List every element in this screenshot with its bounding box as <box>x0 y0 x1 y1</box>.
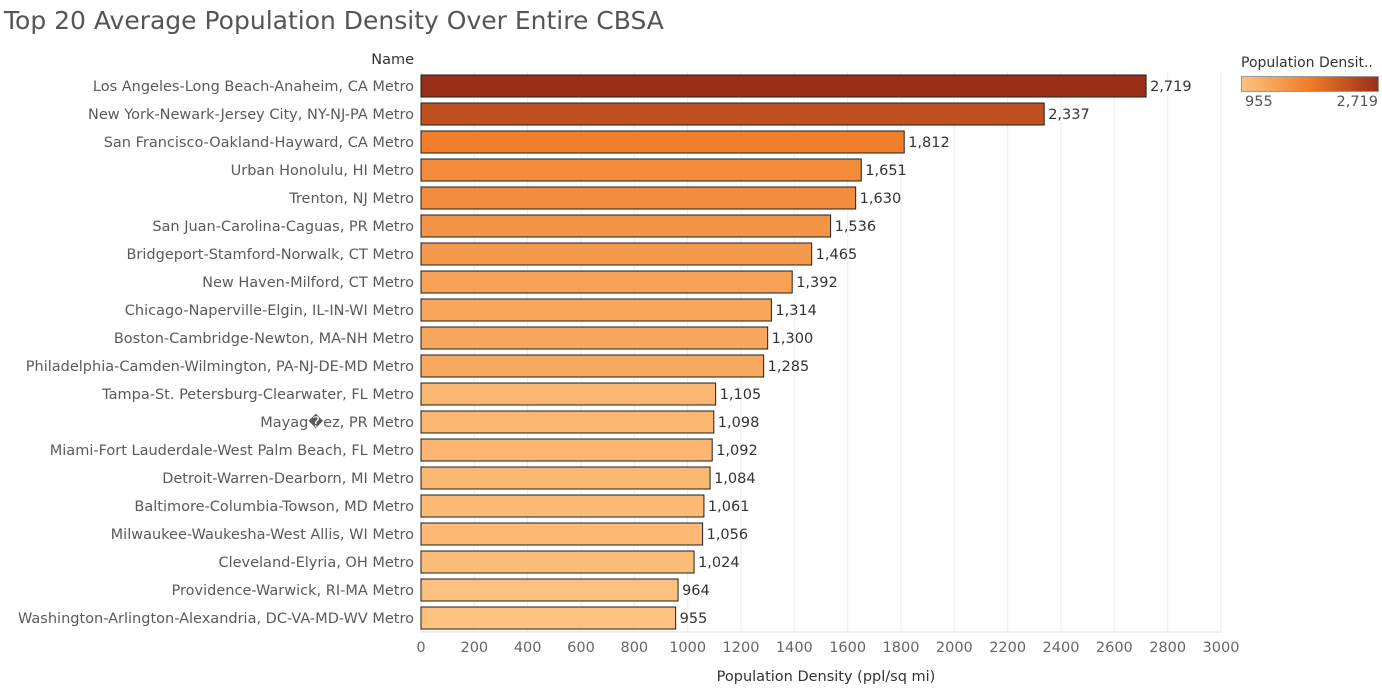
category-label: San Juan-Carolina-Caguas, PR Metro <box>152 219 414 235</box>
x-tick-label: 3000 <box>1203 640 1240 656</box>
bar <box>420 494 705 518</box>
value-label: 1,061 <box>708 499 750 515</box>
value-label: 1,300 <box>772 331 814 347</box>
legend-range: 955 2,719 <box>1241 94 1379 112</box>
legend-min-label: 955 <box>1245 94 1273 110</box>
value-label: 1,314 <box>775 303 817 319</box>
value-label: 1,105 <box>720 387 762 403</box>
category-label: Mayag�ez, PR Metro <box>260 413 414 431</box>
color-legend[interactable]: Population Densit.. 955 2,719 <box>1241 55 1379 112</box>
bar <box>420 242 813 266</box>
category-label: Boston-Cambridge-Newton, MA-NH Metro <box>114 331 414 347</box>
bar <box>420 438 713 462</box>
x-axis-title: Population Density (ppl/sq mi) <box>717 669 936 685</box>
value-label: 1,465 <box>816 247 858 263</box>
category-label: New Haven-Milford, CT Metro <box>202 275 414 291</box>
category-label: Bridgeport-Stamford-Norwalk, CT Metro <box>126 247 414 263</box>
category-label: Baltimore-Columbia-Towson, MD Metro <box>134 499 414 515</box>
legend-title: Population Densit.. <box>1241 55 1373 71</box>
x-tick-label: 200 <box>460 640 488 656</box>
bar <box>420 74 1147 98</box>
bar <box>420 326 769 350</box>
bar <box>420 214 832 238</box>
bar <box>420 550 695 574</box>
value-label: 1,056 <box>707 527 749 543</box>
x-tick-label: 1000 <box>669 640 706 656</box>
bar <box>420 186 857 210</box>
bar <box>420 158 862 182</box>
category-label: Washington-Arlington-Alexandria, DC-VA-M… <box>18 611 414 627</box>
x-axis-ticks: 0 200 400 600 800 1000 1200 1400 1600 1800 2000 220… <box>416 640 1239 656</box>
bar <box>420 606 677 630</box>
x-tick-label: 2400 <box>1043 640 1080 656</box>
bar <box>420 410 715 434</box>
value-label: 955 <box>680 611 708 627</box>
category-label: Philadelphia-Camden-Wilmington, PA-NJ-DE… <box>26 359 414 375</box>
x-tick-label: 1200 <box>723 640 760 656</box>
category-label: Providence-Warwick, RI-MA Metro <box>172 583 415 599</box>
legend-max-label: 2,719 <box>1336 94 1378 110</box>
category-label: Urban Honolulu, HI Metro <box>231 163 415 179</box>
x-tick-label: 1600 <box>829 640 866 656</box>
category-label: Miami-Fort Lauderdale-West Palm Beach, F… <box>50 443 414 459</box>
x-tick-label: 2200 <box>989 640 1026 656</box>
bar <box>420 270 793 294</box>
value-label: 1,536 <box>835 219 877 235</box>
value-label: 2,337 <box>1048 107 1090 123</box>
category-label: Los Angeles-Long Beach-Anaheim, CA Metro <box>93 79 414 95</box>
x-tick-label: 2800 <box>1149 640 1186 656</box>
category-label: Chicago-Naperville-Elgin, IL-IN-WI Metro <box>125 303 414 319</box>
chart-title: Top 20 Average Population Density Over E… <box>4 6 664 35</box>
bar <box>420 578 679 602</box>
x-tick-label: 800 <box>620 640 648 656</box>
bar <box>420 466 711 490</box>
x-tick-label: 2000 <box>936 640 973 656</box>
value-label: 964 <box>682 583 710 599</box>
value-label: 1,285 <box>768 359 810 375</box>
value-label: 1,098 <box>718 415 760 431</box>
value-label: 1,630 <box>860 191 902 207</box>
category-label: Detroit-Warren-Dearborn, MI Metro <box>162 471 414 487</box>
value-label: 1,392 <box>796 275 838 291</box>
value-label: 1,651 <box>865 163 907 179</box>
category-label: Cleveland-Elyria, OH Metro <box>218 555 414 571</box>
bars <box>420 74 1147 630</box>
value-label: 2,719 <box>1150 79 1192 95</box>
bar <box>420 382 717 406</box>
x-tick-label: 2600 <box>1096 640 1133 656</box>
bar <box>420 354 765 378</box>
value-label: 1,084 <box>714 471 756 487</box>
x-tick-label: 1400 <box>776 640 813 656</box>
value-label: 1,812 <box>908 135 950 151</box>
x-tick-label: 0 <box>416 640 425 656</box>
value-label: 1,024 <box>698 555 740 571</box>
bar <box>420 298 772 322</box>
category-label: Trenton, NJ Metro <box>288 191 414 207</box>
x-tick-label: 1800 <box>883 640 920 656</box>
x-tick-label: 600 <box>567 640 595 656</box>
category-label: Milwaukee-Waukesha-West Allis, WI Metro <box>111 527 414 543</box>
gridlines <box>420 72 1222 633</box>
bar <box>420 102 1045 126</box>
category-labels: Los Angeles-Long Beach-Anaheim, CA Metro… <box>18 79 414 627</box>
category-label: San Francisco-Oakland-Hayward, CA Metro <box>104 135 414 151</box>
bar <box>420 130 905 154</box>
x-tick-label: 400 <box>514 640 542 656</box>
row-header: Name <box>371 52 414 68</box>
value-label: 1,092 <box>716 443 758 459</box>
bar <box>420 522 704 546</box>
category-label: Tampa-St. Petersburg-Clearwater, FL Metr… <box>101 387 414 403</box>
category-label: New York-Newark-Jersey City, NY-NJ-PA Me… <box>88 107 414 123</box>
legend-gradient <box>1241 76 1379 92</box>
